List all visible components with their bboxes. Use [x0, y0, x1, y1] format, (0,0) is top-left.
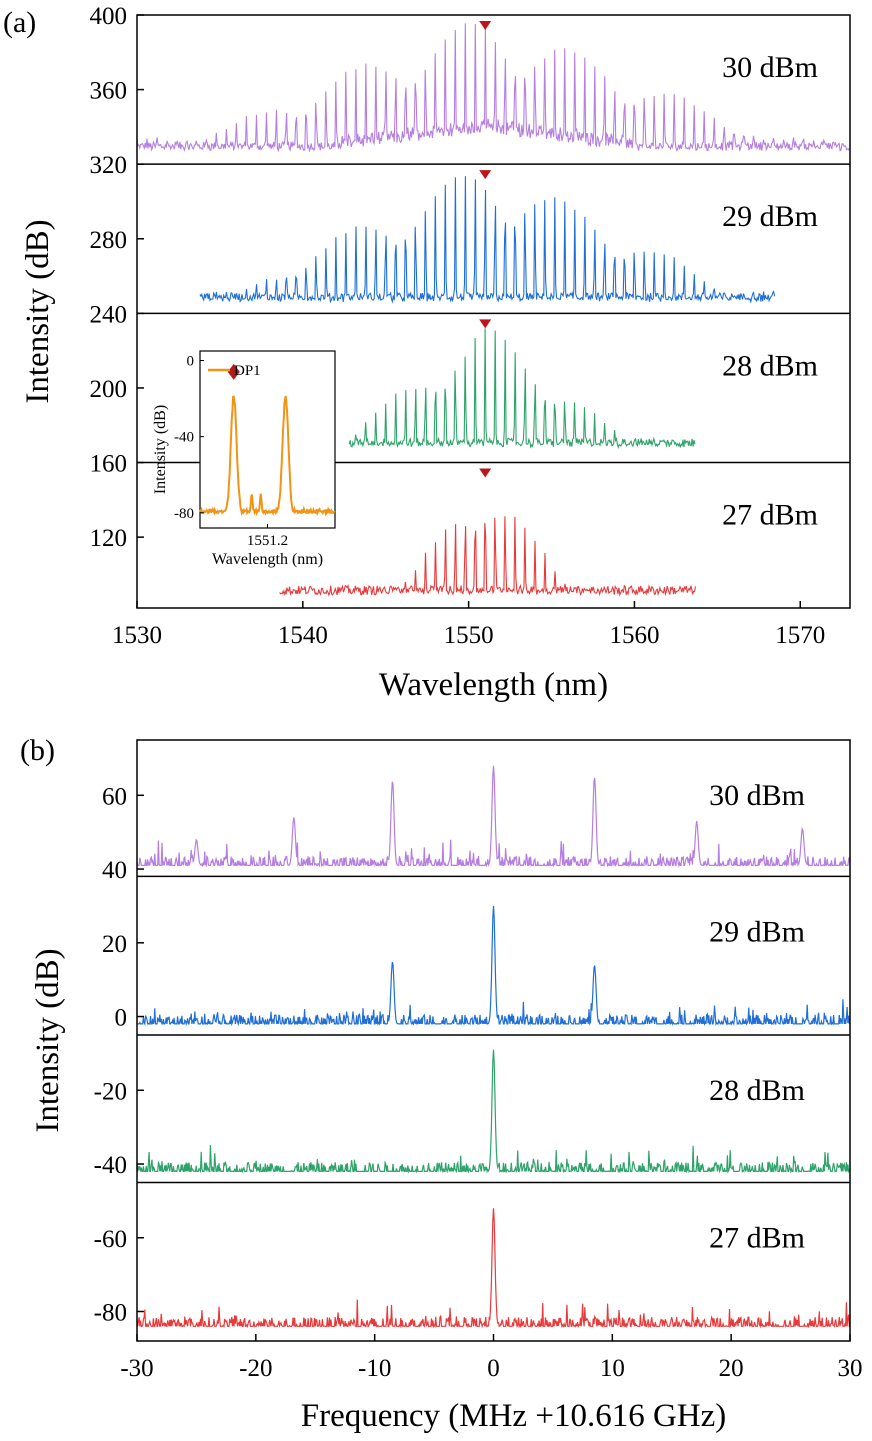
y-tick-label: -80 [94, 1300, 127, 1327]
inset-y-tick-label: 0 [187, 354, 195, 370]
series-label-28-dBm: 28 dBm [722, 349, 818, 382]
pump-marker [479, 170, 492, 180]
inset-legend-label: DP1 [234, 363, 261, 379]
x-tick-label: 1550 [444, 622, 494, 649]
x-tick-label: 1570 [775, 622, 825, 649]
x-axis-label: Wavelength (nm) [379, 667, 608, 703]
y-tick-label: 400 [90, 3, 128, 30]
rf-line-30-dBm [136, 765, 851, 868]
y-tick-label: 200 [90, 376, 128, 403]
pump-marker [479, 319, 492, 329]
y-tick-label: -60 [94, 1226, 127, 1253]
pump-marker [479, 468, 492, 478]
rf-line-29-dBm [137, 905, 851, 1027]
panel-b-chart: 30 dBm 29 dBm 28 dBm 27 dBm -80 -60 -40 -20 0 20 4… [30, 739, 863, 1434]
inset-y-tick-label: -40 [174, 430, 194, 446]
x-tick-label: -10 [358, 1355, 391, 1382]
spectrum-line-28-dBm [348, 328, 696, 449]
y-tick-label: -20 [94, 1078, 127, 1105]
y-axis-label: Intensity (dB) [20, 219, 56, 403]
y-tick-label: 0 [115, 1005, 128, 1032]
x-tick-label: 10 [600, 1355, 625, 1382]
x-tick-label: 30 [838, 1355, 863, 1382]
y-tick-label: 240 [90, 301, 128, 328]
y-tick-label: 40 [102, 857, 127, 884]
x-axis-label: Frequency (MHz +10.616 GHz) [301, 1398, 727, 1434]
series-label-29-dBm: 29 dBm [709, 915, 805, 948]
inset-marker [227, 363, 240, 380]
spectrum-line-27-dBm [279, 516, 697, 597]
series-label-27-dBm: 27 dBm [722, 499, 818, 532]
y-tick-label: 160 [90, 451, 128, 478]
inset-line [199, 395, 336, 517]
panel-b-label: (b) [20, 734, 55, 767]
panel-a-chart: 30 dBm 29 dBm 28 dBm 27 dBm 120 160 200 240 280 3… [20, 3, 851, 703]
spectrum-line-30-dBm [136, 23, 850, 153]
x-tick-label: 0 [487, 1355, 500, 1382]
rf-line-28-dBm [136, 1049, 851, 1174]
series-label-29-dBm: 29 dBm [722, 200, 818, 233]
plot-frame [136, 14, 851, 609]
series-label-30-dBm: 30 dBm [722, 51, 818, 84]
inset-x-tick-label: 1551.2 [247, 533, 288, 549]
x-tick-label: 1530 [112, 622, 162, 649]
y-tick-label: 120 [90, 525, 128, 552]
series-label-28-dBm: 28 dBm [709, 1074, 805, 1107]
x-tick-label: -30 [120, 1355, 153, 1382]
x-tick-label: -20 [239, 1355, 272, 1382]
pump-marker [479, 21, 492, 30]
inset-y-label: Intensity (dB) [152, 405, 169, 494]
series-label-27-dBm: 27 dBm [709, 1221, 805, 1254]
series-label-30-dBm: 30 dBm [709, 779, 805, 812]
y-tick-label: -40 [94, 1152, 127, 1179]
x-tick-label: 1540 [278, 622, 328, 649]
x-tick-label: 1560 [609, 622, 659, 649]
spectrum-line-29-dBm [199, 176, 776, 304]
inset-x-label: Wavelength (nm) [212, 551, 323, 568]
rf-line-27-dBm [136, 1208, 850, 1329]
y-tick-label: 60 [102, 783, 127, 810]
inset-y-tick-label: -80 [174, 506, 194, 522]
y-tick-label: 360 [90, 78, 128, 105]
y-tick-label: 20 [102, 931, 127, 958]
panel-a-label: (a) [3, 6, 36, 39]
y-tick-label: 320 [90, 152, 128, 179]
y-axis-label: Intensity (dB) [30, 948, 66, 1132]
y-tick-label: 280 [90, 227, 128, 254]
inset-frame [199, 350, 336, 529]
x-tick-label: 20 [719, 1355, 744, 1382]
